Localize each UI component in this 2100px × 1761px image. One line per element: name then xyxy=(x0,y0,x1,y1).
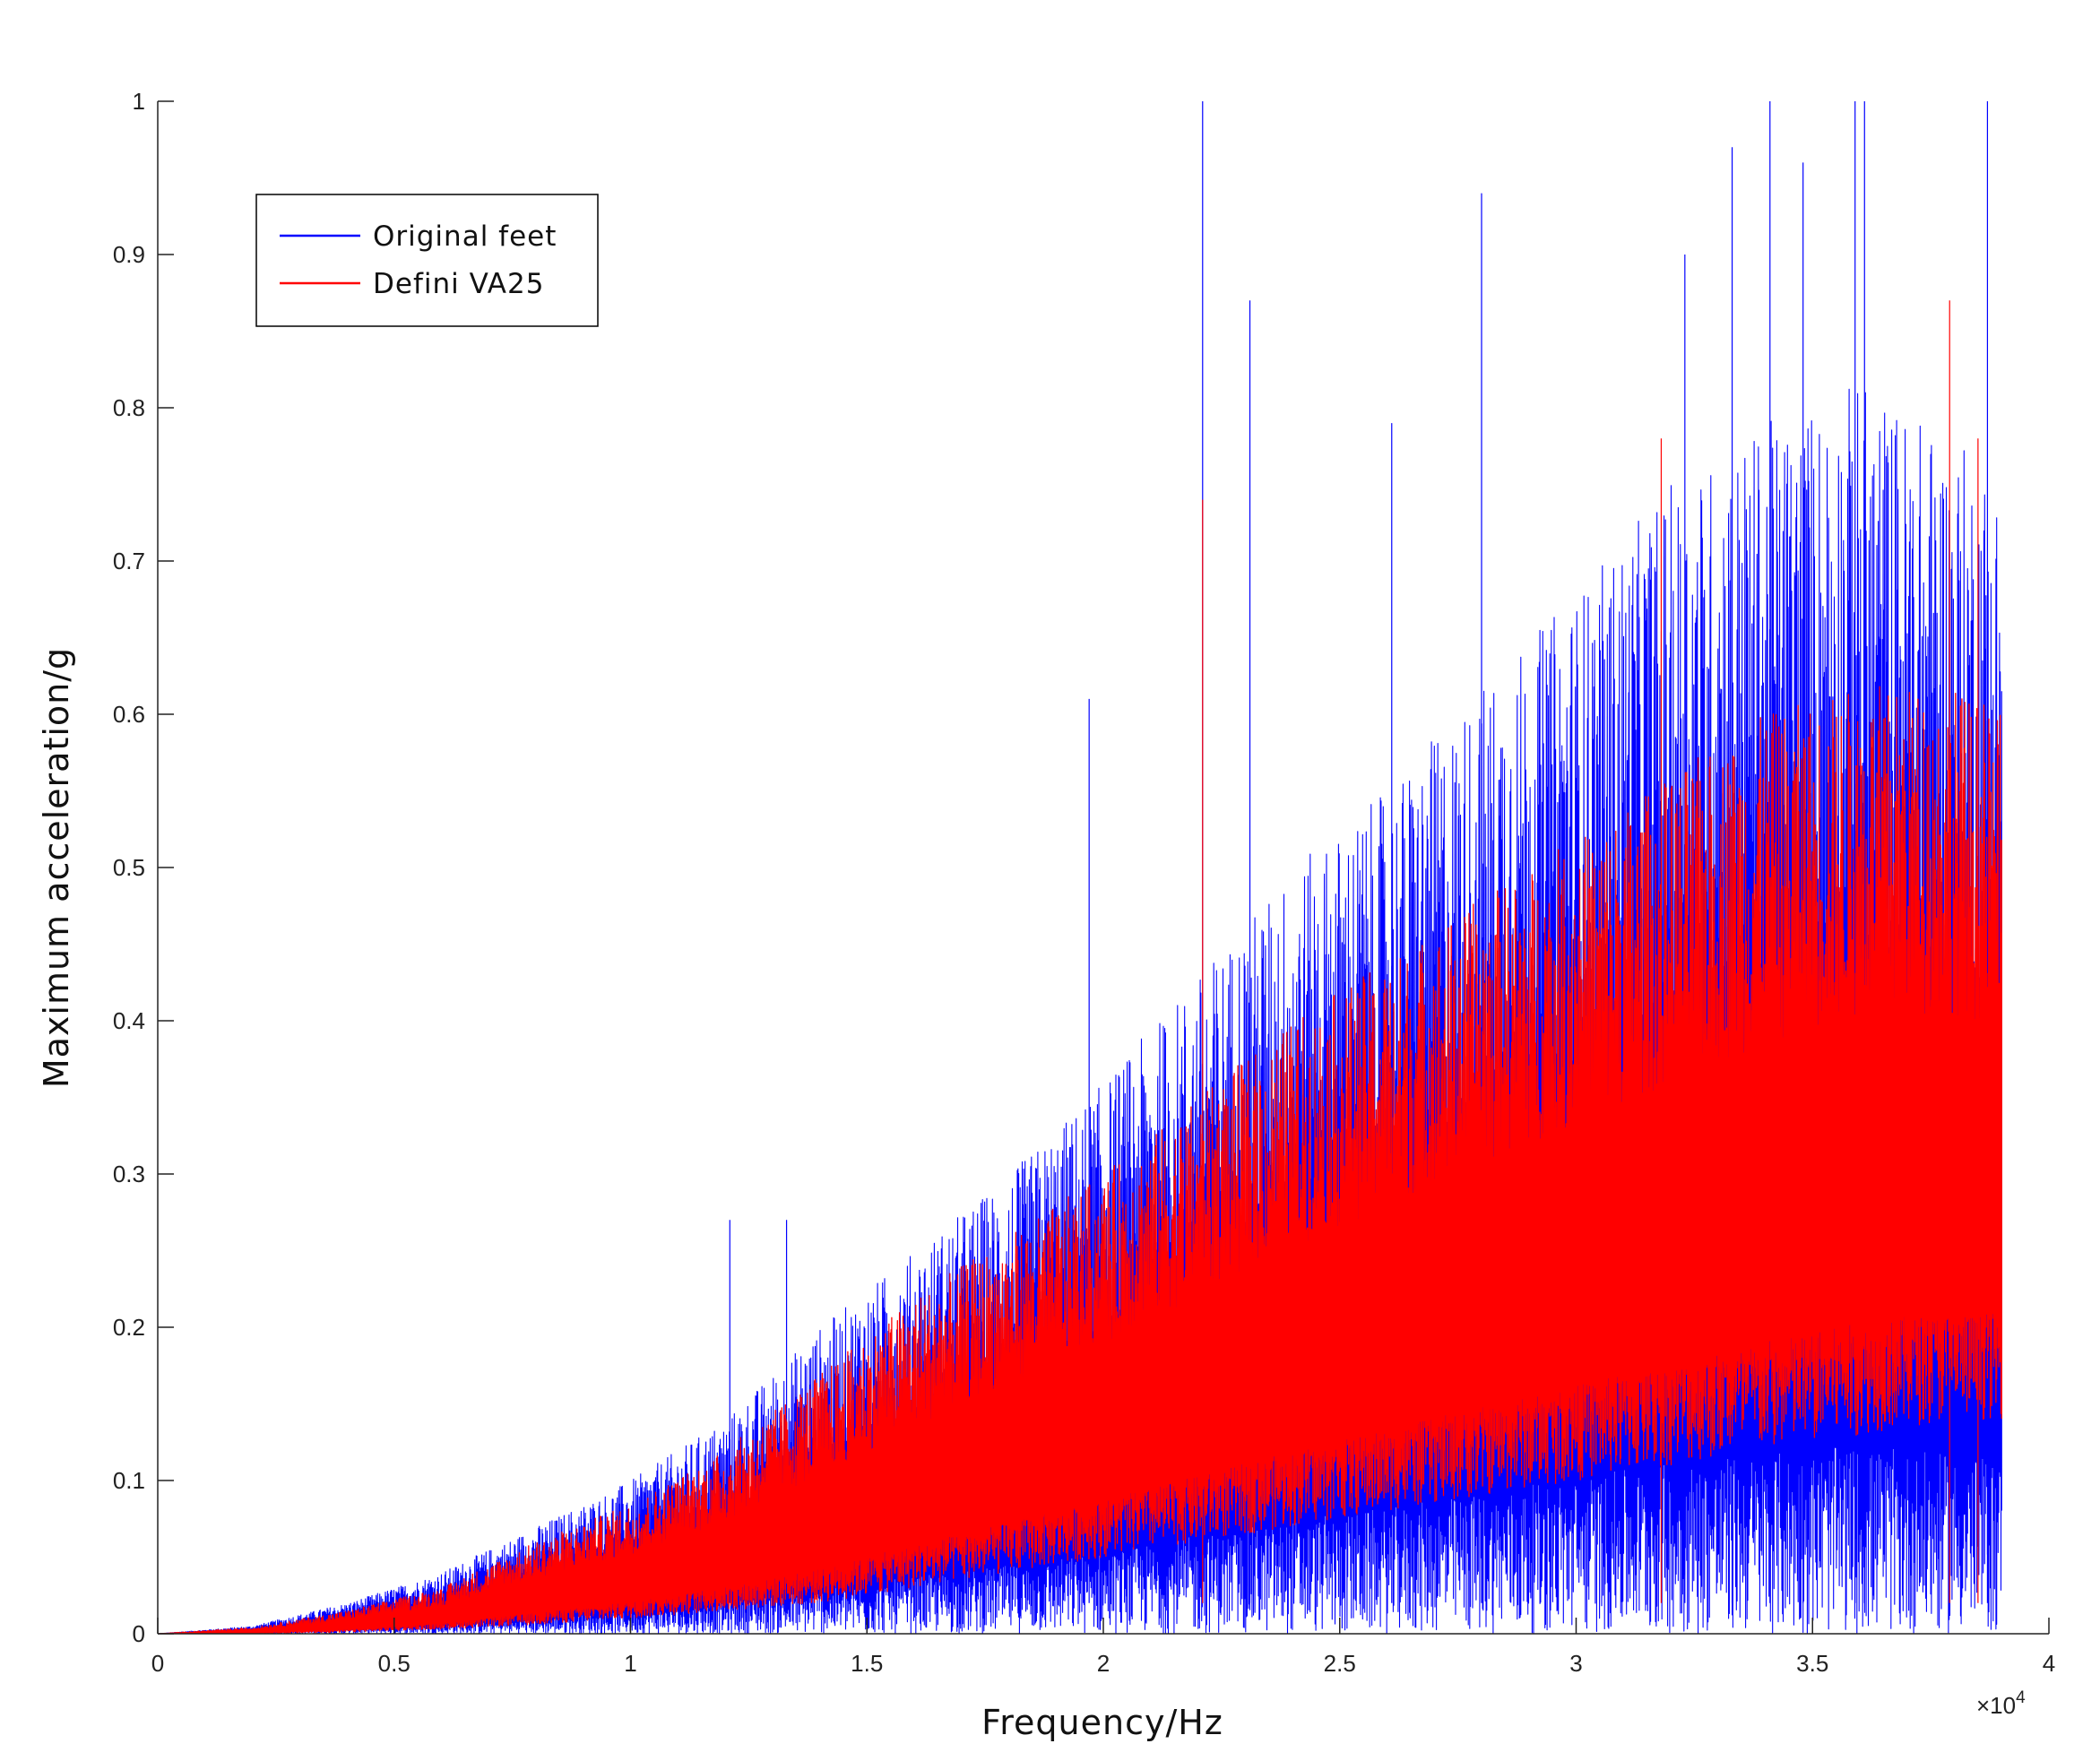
x-tick-label: 4 xyxy=(2043,1650,2055,1677)
axes xyxy=(157,100,2050,1635)
y-tick-label: 0.7 xyxy=(113,548,145,574)
x-tick-label: 2 xyxy=(1097,1650,1110,1677)
y-tick-label: 0.4 xyxy=(113,1007,145,1034)
y-tick-label: 0.8 xyxy=(113,394,145,421)
x-tick-label: 2.5 xyxy=(1324,1650,1356,1677)
x-tick-label: 3 xyxy=(1569,1650,1582,1677)
legend-label-original-feet: Original feet xyxy=(373,220,557,253)
y-tick-label: 0.9 xyxy=(113,241,145,268)
y-tick-label: 1 xyxy=(133,88,145,115)
legend-box xyxy=(255,194,599,327)
x-tick-label: 1.5 xyxy=(851,1650,883,1677)
x-axis-exponent: ×104 xyxy=(1976,1688,2026,1719)
series-trace xyxy=(158,686,2002,1634)
x-exponent-power: 4 xyxy=(2016,1688,2026,1707)
x-tick-label: 3.5 xyxy=(1796,1650,1828,1677)
y-tick-label: 0.6 xyxy=(113,701,145,728)
y-tick-label: 0.5 xyxy=(113,854,145,881)
y-tick-label: 0 xyxy=(133,1620,145,1647)
y-tick-label: 0.2 xyxy=(113,1314,145,1341)
tick-labels: 0 0.5 1 1.5 2 2.5 3 3.5 4 0 0.1 0.2 0.3 0.4 0.5 0.6 0.7 0… xyxy=(113,88,2055,1677)
y-axis-label: Maximum acceleration/g xyxy=(37,647,76,1088)
x-axis-label: Frequency/Hz xyxy=(981,1703,1223,1742)
svg-text:×104: ×104 xyxy=(1976,1688,2026,1719)
y-tick-label: 0.1 xyxy=(113,1467,145,1494)
x-exponent-base: ×10 xyxy=(1976,1692,2016,1719)
x-tick-label: 0 xyxy=(151,1650,164,1677)
legend: Original feet Defini VA25 xyxy=(255,194,599,327)
legend-label-defini-va25: Defini VA25 xyxy=(373,268,544,300)
series-defini-va25 xyxy=(158,300,2002,1634)
x-tick-label: 0.5 xyxy=(378,1650,410,1677)
series-layer xyxy=(158,101,2002,1634)
x-tick-label: 1 xyxy=(624,1650,636,1677)
y-tick-label: 0.3 xyxy=(113,1161,145,1187)
